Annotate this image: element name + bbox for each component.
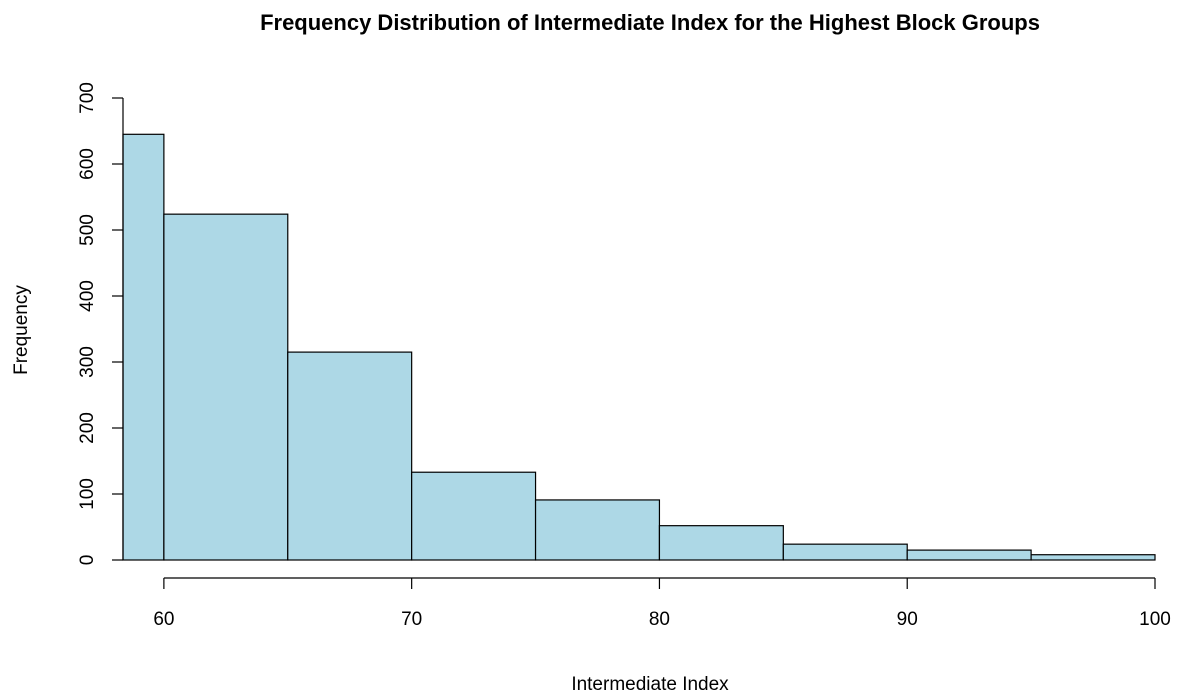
y-axis-label: Frequency	[11, 285, 32, 375]
x-tick-label: 70	[401, 609, 422, 630]
bar	[906, 549, 1032, 561]
y-tick-label: 0	[77, 555, 98, 566]
x-axis-label: Intermediate Index	[571, 674, 729, 695]
y-tick-label: 700	[77, 82, 98, 114]
bar	[287, 351, 413, 561]
y-tick-label: 100	[77, 478, 98, 510]
bar	[782, 543, 908, 561]
y-tick-label: 600	[77, 148, 98, 180]
y-tick-label: 500	[77, 214, 98, 246]
x-tick-label: 80	[649, 609, 670, 630]
bar	[658, 525, 784, 561]
bar	[1030, 554, 1156, 561]
bar	[534, 499, 661, 561]
x-tick-label: 90	[897, 609, 918, 630]
y-tick-label: 200	[77, 412, 98, 444]
x-tick-label: 60	[153, 609, 174, 630]
bar	[411, 471, 537, 561]
y-tick-label: 300	[77, 346, 98, 378]
bar	[163, 213, 289, 561]
chart-title: Frequency Distribution of Intermediate I…	[260, 10, 1040, 35]
bar	[122, 133, 165, 561]
y-tick-label: 400	[77, 280, 98, 312]
x-tick-label: 100	[1139, 609, 1171, 630]
